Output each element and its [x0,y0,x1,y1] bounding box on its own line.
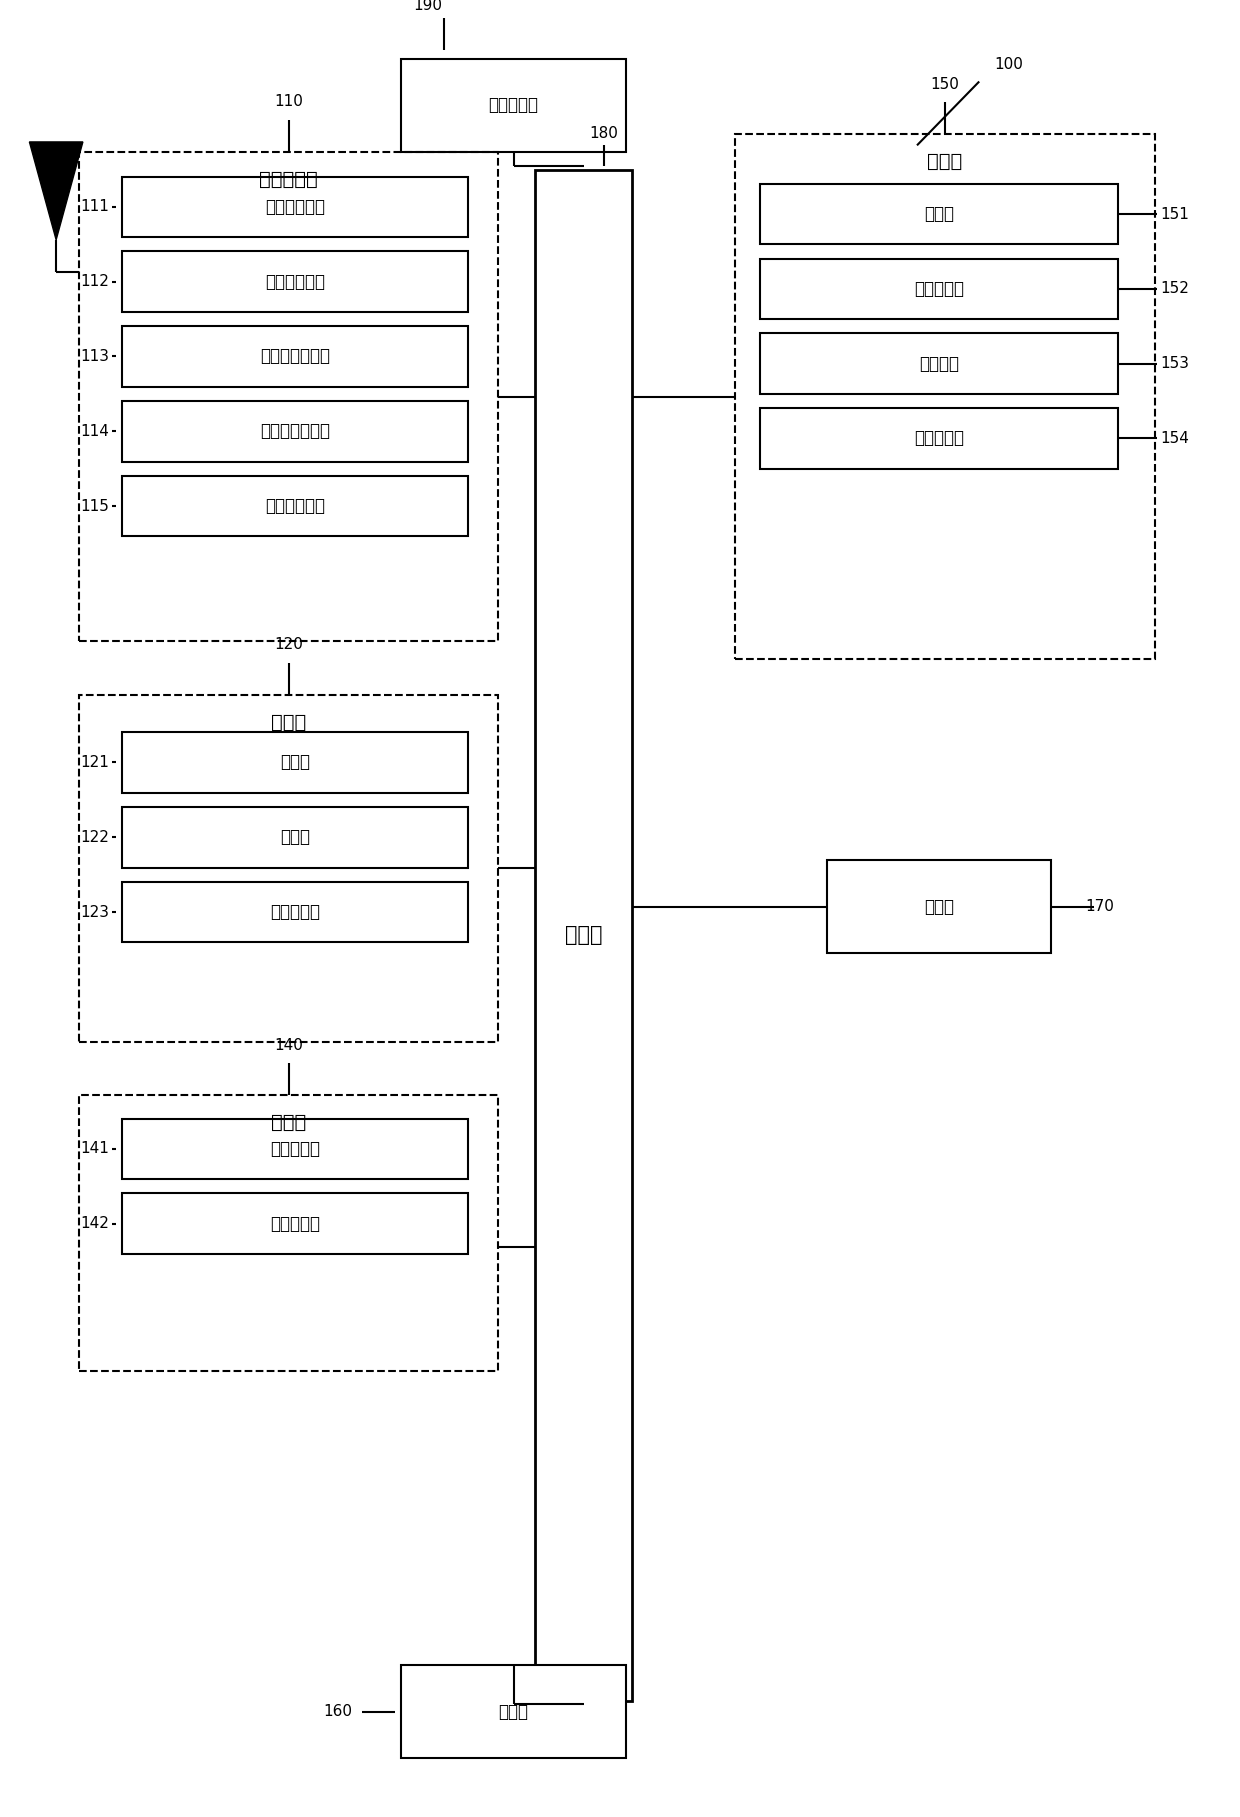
Text: 接近传感器: 接近传感器 [270,1139,320,1157]
Text: 190: 190 [413,0,443,13]
Text: 移动通信模块: 移动通信模块 [265,273,325,291]
Text: 180: 180 [590,127,619,142]
Text: 113: 113 [81,349,109,363]
Bar [760,184,1118,243]
Text: 141: 141 [81,1141,109,1156]
Text: 声音输出部: 声音输出部 [914,280,963,298]
Bar [79,151,498,641]
Text: 控制部: 控制部 [564,925,603,945]
Text: 154: 154 [1161,431,1189,445]
Polygon shape [30,142,83,240]
Bar [122,251,467,313]
Bar [122,881,467,943]
Bar [827,861,1052,952]
Text: 121: 121 [81,756,109,770]
Bar [122,1119,467,1179]
Text: 触觉模块: 触觉模块 [919,354,959,372]
Text: 感测部: 感测部 [272,1114,306,1132]
Text: 114: 114 [81,423,109,438]
Text: 麦克风: 麦克风 [280,829,310,847]
Text: 输出部: 输出部 [928,151,962,171]
Text: 120: 120 [274,638,304,652]
Text: 光学输出部: 光学输出部 [914,429,963,447]
Text: 122: 122 [81,830,109,845]
Bar [402,60,626,151]
Text: 123: 123 [81,905,109,919]
Text: 111: 111 [81,200,109,214]
Text: 142: 142 [81,1216,109,1232]
Text: 151: 151 [1161,207,1189,222]
Bar [79,1096,498,1372]
Text: 150: 150 [931,76,960,91]
Text: 短距离通信模块: 短距离通信模块 [260,422,330,440]
Bar [122,176,467,238]
Text: 电源供应部: 电源供应部 [489,96,538,114]
Bar [402,1664,626,1757]
Text: 用户输入部: 用户输入部 [270,903,320,921]
Bar [122,1194,467,1254]
Text: 位置信息模块: 位置信息模块 [265,498,325,514]
Text: 160: 160 [324,1704,352,1719]
Text: 输入部: 输入部 [272,712,306,732]
Bar [122,732,467,792]
Bar [534,169,632,1701]
Bar [122,402,467,462]
Bar [122,807,467,867]
Text: 接口部: 接口部 [498,1703,528,1721]
Text: 摄像头: 摄像头 [280,754,310,772]
Text: 无线互联网模块: 无线互联网模块 [260,347,330,365]
Text: 170: 170 [1085,899,1115,914]
Bar [760,409,1118,469]
Text: 110: 110 [274,94,304,109]
Text: 照度传感器: 照度传感器 [270,1216,320,1232]
Text: 存储部: 存储部 [924,898,954,916]
Bar [79,694,498,1043]
Text: 152: 152 [1161,282,1189,296]
Text: 显示部: 显示部 [924,205,954,223]
Bar [760,258,1118,320]
Text: 100: 100 [994,56,1023,73]
Bar [735,134,1154,660]
Bar [122,476,467,536]
Bar [760,333,1118,394]
Text: 140: 140 [274,1038,304,1054]
Text: 广播接收模块: 广播接收模块 [265,198,325,216]
Text: 无线通信部: 无线通信部 [259,169,319,189]
Text: 115: 115 [81,498,109,514]
Bar [122,327,467,387]
Text: 112: 112 [81,274,109,289]
Text: 153: 153 [1161,356,1189,371]
